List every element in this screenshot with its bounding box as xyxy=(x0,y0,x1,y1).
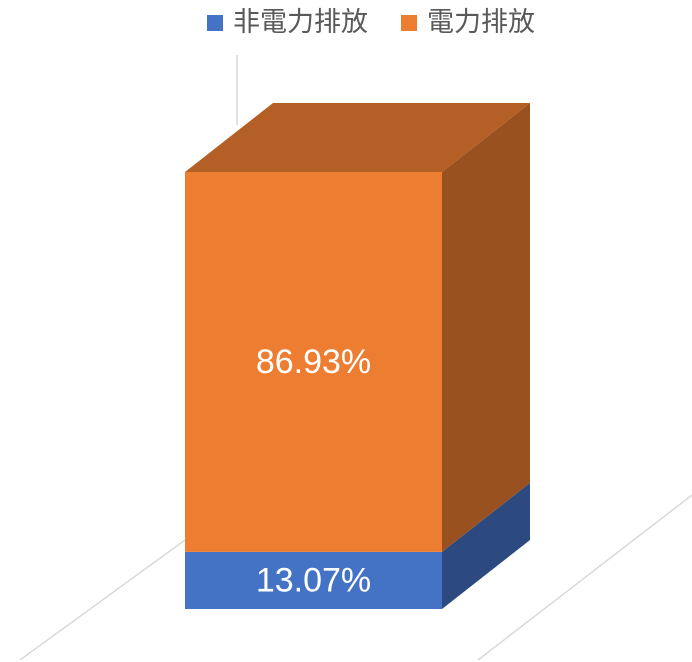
legend-swatch xyxy=(401,15,417,31)
floor-line xyxy=(477,494,692,661)
bar xyxy=(185,551,442,609)
bar-top xyxy=(185,103,530,172)
bar-side xyxy=(442,103,530,552)
floor-grid xyxy=(19,55,692,661)
value-label: 86.93% xyxy=(256,343,371,381)
legend: 非電力排放 電力排放 xyxy=(207,7,535,37)
floor-line xyxy=(19,539,186,661)
legend-swatch xyxy=(207,15,223,31)
bar-side xyxy=(442,482,530,609)
bar xyxy=(185,172,442,552)
value-label: 13.07% xyxy=(256,561,371,599)
legend-label: 電力排放 xyxy=(427,7,535,37)
marks: 13.07% 86.93% xyxy=(185,103,530,609)
legend-label: 非電力排放 xyxy=(233,7,368,37)
